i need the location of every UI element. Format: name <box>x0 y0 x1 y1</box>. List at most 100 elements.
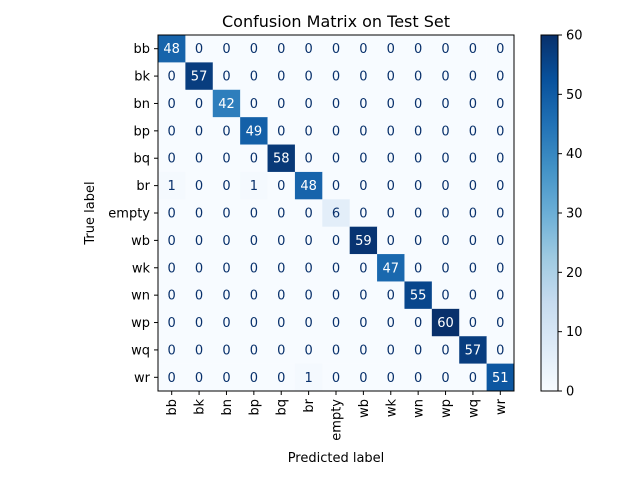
cell-value-bp-wq: 0 <box>469 124 477 139</box>
cell-value-bb-bk: 0 <box>195 42 203 57</box>
heatmap-cell-wq-br <box>294 336 323 364</box>
cell-value-bq-wq: 0 <box>469 152 477 167</box>
cell-value-wp-bb: 0 <box>168 316 176 331</box>
y-tick-label-bk: bk <box>134 70 150 85</box>
cell-value-bb-wn: 0 <box>414 42 422 57</box>
cell-value-empty-bk: 0 <box>195 207 203 222</box>
heatmap-cell-wk-bq <box>267 254 296 282</box>
heatmap-cell-wn-bq <box>267 281 296 310</box>
heatmap-cell-bp-wp <box>431 117 460 145</box>
heatmap-cell-bb-bk <box>185 35 214 63</box>
cell-value-bn-wk: 0 <box>387 97 395 112</box>
cell-value-br-br: 48 <box>300 179 317 194</box>
heatmap-cell-bq-br <box>294 144 323 173</box>
heatmap-cell-bn-bn <box>212 89 241 118</box>
colorbar-tick-label-60: 60 <box>566 29 583 44</box>
heatmap-cell-empty-br <box>294 199 323 227</box>
y-tick-label-wb: wb <box>131 234 150 249</box>
cell-value-wp-bp: 0 <box>250 316 258 331</box>
heatmap-cell-bb-bq <box>267 35 296 63</box>
heatmap-cell-br-wb <box>349 171 378 200</box>
heatmap-cell-bp-bn <box>212 117 241 145</box>
heatmap-cell-empty-bn <box>212 199 241 227</box>
cell-value-bp-br: 0 <box>304 124 312 139</box>
cell-value-wb-bp: 0 <box>250 234 258 249</box>
cell-value-wn-empty: 0 <box>332 289 340 304</box>
cell-value-bq-bk: 0 <box>195 152 203 167</box>
heatmap-cell-wn-bp <box>240 281 268 310</box>
heatmap-cell-bp-br <box>294 117 323 145</box>
cell-value-br-wq: 0 <box>469 179 477 194</box>
heatmap-cell-wn-bn <box>212 281 241 310</box>
heatmap-cell-br-bn <box>212 171 241 200</box>
colorbar-tick-label-20: 20 <box>566 266 583 281</box>
heatmap-cell-empty-wq <box>459 199 487 227</box>
cell-value-bk-bk: 57 <box>191 70 208 85</box>
x-tick-label-bn: bn <box>220 399 235 416</box>
y-tick-label-wk: wk <box>132 261 151 276</box>
cell-value-br-wr: 0 <box>496 179 504 194</box>
cell-value-wk-wb: 0 <box>359 261 367 276</box>
heatmap-cell-wn-bb <box>158 281 186 310</box>
heatmap-cell-wr-bk <box>185 363 214 392</box>
cell-value-wq-wn: 0 <box>414 343 422 358</box>
heatmap-cell-wp-bn <box>212 308 241 337</box>
cell-value-empty-bb: 0 <box>168 207 176 222</box>
cell-value-wq-bn: 0 <box>222 343 230 358</box>
cell-value-bn-bk: 0 <box>195 97 203 112</box>
x-tick-label-wr: wr <box>494 398 509 415</box>
heatmap-cell-wb-bn <box>212 226 241 255</box>
x-tick-label-wk: wk <box>384 399 399 418</box>
heatmap-cell-wk-wp <box>431 254 460 282</box>
heatmap-cell-bp-bb <box>158 117 186 145</box>
cell-value-empty-empty: 6 <box>332 207 340 222</box>
heatmap-cell-wq-wk <box>377 336 405 364</box>
heatmap-cell-wk-bp <box>240 254 268 282</box>
cell-value-wr-wp: 0 <box>441 371 449 386</box>
heatmap-cell-bk-wp <box>431 62 460 91</box>
cell-value-wb-wr: 0 <box>496 234 504 249</box>
heatmap-cell-wb-wr <box>486 226 515 255</box>
cell-value-wb-wk: 0 <box>387 234 395 249</box>
cell-value-wk-wq: 0 <box>469 261 477 276</box>
heatmap-cell-bk-wq <box>459 62 487 91</box>
cell-value-bk-wk: 0 <box>387 70 395 85</box>
y-tick-label-br: br <box>136 179 150 194</box>
cell-value-wq-wr: 0 <box>496 343 504 358</box>
cell-value-wr-bk: 0 <box>195 371 203 386</box>
heatmap-cell-br-br <box>294 171 323 200</box>
heatmap-cell-wp-bq <box>267 308 296 337</box>
heatmap-cell-wp-br <box>294 308 323 337</box>
cell-value-wn-wb: 0 <box>359 289 367 304</box>
heatmap-cell-bq-wb <box>349 144 378 173</box>
y-tick-label-bp: bp <box>133 124 150 139</box>
x-tick-label-bq: bq <box>275 399 290 416</box>
cell-value-bq-bb: 0 <box>168 152 176 167</box>
cell-value-wn-br: 0 <box>304 289 312 304</box>
cell-value-empty-wr: 0 <box>496 207 504 222</box>
cell-value-bq-wn: 0 <box>414 152 422 167</box>
cell-value-bk-empty: 0 <box>332 70 340 85</box>
heatmap-cell-wk-wb <box>349 254 378 282</box>
cell-value-wq-bk: 0 <box>195 343 203 358</box>
cell-value-br-bq: 0 <box>277 179 285 194</box>
cell-value-bb-bn: 0 <box>222 42 230 57</box>
colorbar-tick-label-30: 30 <box>566 207 583 222</box>
y-tick-label-wn: wn <box>131 289 150 304</box>
heatmap-cell-wb-wp <box>431 226 460 255</box>
cell-value-bb-empty: 0 <box>332 42 340 57</box>
cell-value-bn-wp: 0 <box>441 97 449 112</box>
cell-value-wq-bp: 0 <box>250 343 258 358</box>
cell-value-wp-bn: 0 <box>222 316 230 331</box>
cell-value-wq-empty: 0 <box>332 343 340 358</box>
heatmap-cell-bp-wq <box>459 117 487 145</box>
heatmap-cell-bb-wr <box>486 35 515 63</box>
cell-value-bp-bp: 49 <box>246 124 263 139</box>
cell-value-bp-bb: 0 <box>168 124 176 139</box>
heatmap-cell-wr-bn <box>212 363 241 392</box>
heatmap-cell-bk-bb <box>158 62 186 91</box>
y-tick-label-bb: bb <box>133 42 150 57</box>
x-tick-label-wn: wn <box>412 399 427 418</box>
cell-value-br-wn: 0 <box>414 179 422 194</box>
